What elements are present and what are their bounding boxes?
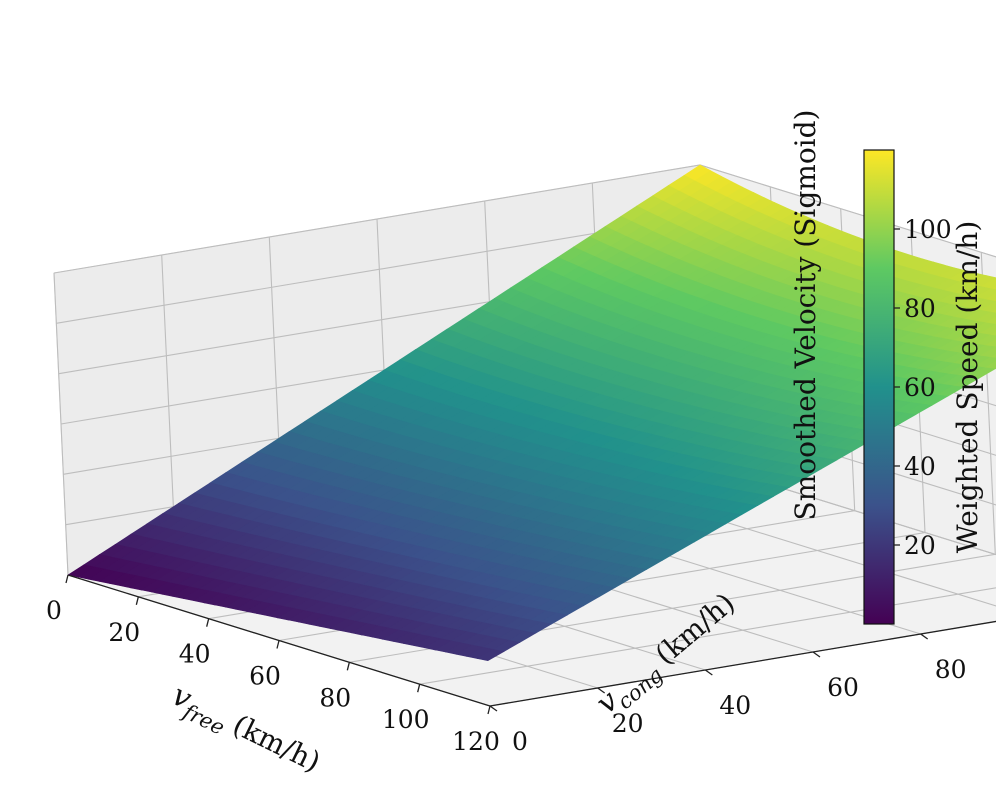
y-tick-label: 60 bbox=[827, 673, 859, 702]
y-tick-label: 0 bbox=[512, 727, 528, 756]
colorbar-tick-label: 20 bbox=[904, 531, 936, 560]
y-tick-label: 40 bbox=[719, 691, 751, 720]
x-tick-mark bbox=[346, 662, 350, 671]
surface-patch bbox=[989, 331, 996, 337]
x-tick-mark bbox=[487, 705, 491, 715]
colorbar-title: Weighted Speed (km/h) bbox=[951, 221, 984, 554]
x-tick-mark bbox=[206, 618, 210, 627]
surface-patch bbox=[989, 353, 996, 359]
colorbar-tick-label: 80 bbox=[904, 294, 936, 323]
x-tick-label: 40 bbox=[179, 640, 211, 669]
x-tick-label: 60 bbox=[249, 662, 281, 691]
x-axis-unit: (km/h) bbox=[228, 708, 326, 778]
z-axis-title: Smoothed Velocity (Sigmoid) bbox=[789, 110, 822, 521]
x-tick-mark bbox=[276, 640, 280, 649]
y-tick-mark bbox=[920, 633, 929, 640]
x-tick-mark bbox=[65, 574, 69, 584]
colorbar-tick-label: 40 bbox=[904, 452, 936, 481]
colorbar-gradient bbox=[864, 150, 894, 624]
x-tick-label: 100 bbox=[382, 705, 430, 734]
y-tick-mark bbox=[812, 651, 821, 658]
x-tick-mark bbox=[135, 596, 139, 605]
surface-patch bbox=[476, 649, 505, 662]
colorbar-tick-label: 100 bbox=[904, 215, 952, 244]
y-tick-mark bbox=[489, 705, 498, 712]
colorbar: 20 40 60 80 100 Weighted Speed (km/h) bbox=[863, 149, 984, 625]
y-tick-mark bbox=[597, 687, 606, 694]
x-tick-label: 120 bbox=[452, 727, 500, 756]
colorbar-ticks: 20 40 60 80 100 bbox=[894, 215, 952, 560]
x-tick-label: 80 bbox=[319, 683, 351, 712]
axis-ticks: 0204060801001200204060801001200204060801… bbox=[46, 574, 967, 756]
x-tick-label: 0 bbox=[46, 596, 62, 625]
y-tick-mark bbox=[704, 669, 713, 676]
x-axis-title: vfree(km/h) bbox=[164, 678, 326, 784]
x-tick-label: 20 bbox=[108, 618, 140, 647]
y-tick-label: 20 bbox=[612, 709, 644, 738]
colorbar-tick-label: 60 bbox=[904, 373, 936, 402]
x-tick-mark bbox=[417, 684, 421, 693]
y-tick-label: 80 bbox=[935, 655, 967, 684]
